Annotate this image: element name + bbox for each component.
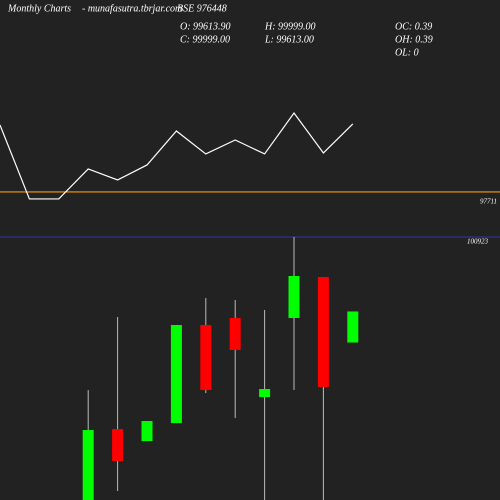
- close-text: C: 99999.00: [180, 34, 230, 45]
- oh-text: OH: 0.39: [395, 34, 433, 45]
- candle-body: [141, 421, 153, 442]
- candle-body: [317, 276, 329, 387]
- candle-body: [229, 318, 241, 351]
- ol-text: OL: 0: [395, 47, 419, 58]
- candle-body: [200, 325, 212, 391]
- low-text: L: 99613.00: [264, 34, 314, 45]
- candle-body: [112, 429, 124, 462]
- price-label: 97711: [480, 198, 497, 206]
- oc-text: OC: 0.39: [395, 21, 432, 32]
- candle-body: [288, 276, 300, 319]
- high-text: H: 99999.00: [264, 21, 316, 32]
- candle-body: [347, 311, 359, 343]
- candle-body: [259, 389, 271, 398]
- open-text: O: 99613.90: [180, 21, 231, 32]
- price-label: 100923: [467, 238, 489, 246]
- plot: [0, 111, 500, 500]
- chart-title: Monthly Charts: [7, 3, 71, 14]
- source: - munafasutra.tbrjar.com: [82, 3, 182, 14]
- symbol: BSE 976448: [177, 3, 227, 14]
- price-line-series: [0, 111, 354, 200]
- candle-body: [170, 325, 182, 424]
- candle-body: [82, 430, 94, 500]
